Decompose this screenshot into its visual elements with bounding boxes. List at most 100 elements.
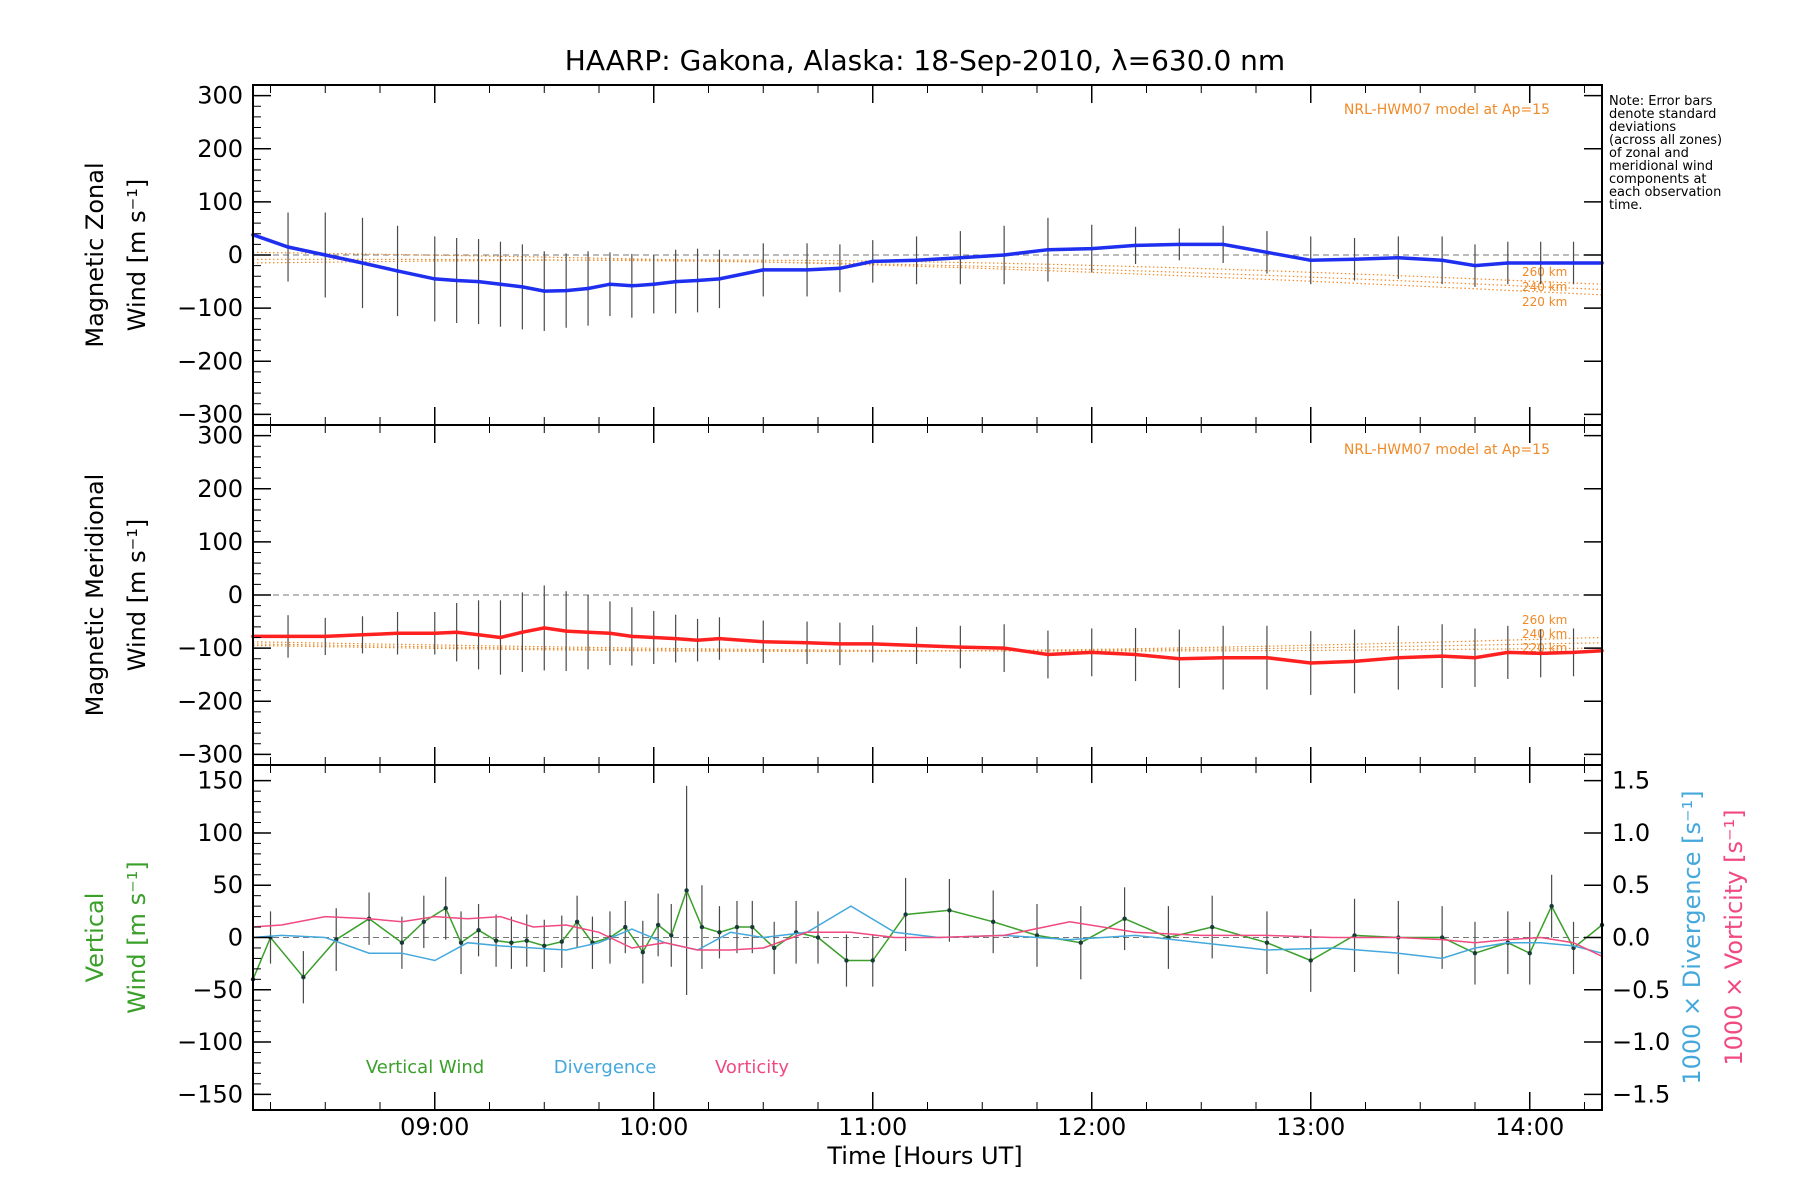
chart-title: HAARP: Gakona, Alaska: 18-Sep-2010, λ=63… [565,44,1285,77]
data-point [323,634,328,639]
data-point [1209,924,1215,930]
data-point [542,943,547,949]
model-altitude-label: 260 km [1522,265,1567,279]
data-point [1133,652,1138,657]
series-line [252,905,1603,962]
data-point [476,633,481,637]
series-line [252,233,1602,293]
data-point [903,912,908,917]
x-tick-label: 14:00 [1495,1113,1564,1141]
data-point [520,630,525,634]
data-point [498,282,503,287]
model-curve [252,251,1603,296]
data-point [914,258,919,263]
data-point [947,908,952,913]
x-tick-label: 12:00 [1057,1113,1126,1141]
data-point [1034,933,1040,938]
data-point [608,631,612,636]
data-point [399,940,405,945]
legend-entry: Vorticity [715,1057,789,1078]
model-curve [252,636,1603,652]
y-axis-label: Magnetic Zonal [81,162,109,347]
data-point [286,245,290,249]
data-point [1078,940,1083,945]
y-tick-label: 50 [212,871,243,899]
data-point [630,634,634,639]
y-axis-label: Magnetic Meridional [81,474,109,717]
right-tick-label: −1.0 [1612,1028,1670,1056]
data-point [1571,650,1576,655]
y-tick-label: 200 [197,475,243,503]
x-tick-label: 13:00 [1276,1113,1345,1141]
data-point [542,289,547,293]
y-tick-label: 300 [197,422,243,450]
data-point [509,940,514,945]
data-point [1571,261,1576,265]
data-point [1352,659,1357,664]
series-line [252,915,1603,957]
data-point [914,643,919,648]
data-point [608,282,612,287]
y-axis-label: Wind [m s⁻¹] [123,179,151,331]
right-tick-label: 0.0 [1612,924,1650,952]
note-line: denote standard [1609,107,1717,122]
model-curve [252,642,1603,652]
data-point [574,919,580,925]
data-point [476,927,481,933]
error-bar-note: Note: Error bars denote standard deviati… [1609,95,1794,212]
y-tick-label: 300 [197,82,243,110]
model-altitude-label: 220 km [1522,295,1567,309]
data-point [1440,258,1444,263]
data-point [1221,242,1225,247]
data-point [1506,261,1510,265]
data-point [805,641,809,645]
data-point [1473,655,1477,660]
note-line: deviations [1609,120,1677,135]
y-axis-label: Vertical [81,893,109,983]
right-tick-label: −1.5 [1612,1080,1670,1108]
data-point [1265,655,1269,660]
right-tick-label: 1.5 [1612,767,1650,795]
data-point [1538,261,1543,265]
data-point [651,635,656,640]
model-curve [253,258,1603,291]
y-tick-label: −100 [177,634,243,662]
data-point [699,924,705,930]
y-tick-label: −200 [177,687,243,715]
data-point [815,935,821,940]
data-point [1046,652,1050,657]
data-point [1265,250,1269,255]
data-point [1506,650,1510,655]
data-point [958,255,963,260]
data-point [750,924,755,930]
y-tick-label: 0 [228,581,243,609]
data-point [1089,246,1094,251]
note-line: of zonal and [1609,146,1689,161]
data-point [360,261,365,265]
data-point [1264,940,1270,945]
model-label: NRL-HWM07 model at Ap=15 [1344,442,1550,458]
data-point [655,922,661,928]
data-point [761,639,766,644]
data-point [458,940,464,945]
data-point [717,636,722,641]
data-point [1396,655,1401,660]
data-point [454,630,459,634]
data-point [498,635,503,640]
data-point [717,930,722,935]
data-point [1133,243,1138,248]
note-line: time. [1609,198,1643,213]
data-point [870,259,875,264]
data-point [838,266,842,271]
y-tick-label: −200 [177,347,243,375]
y-tick-label: 0 [228,924,243,952]
data-point [1177,242,1182,247]
y-tick-label: −50 [192,976,243,1004]
data-point [1308,258,1313,263]
legend-entry: Vertical Wind [366,1057,484,1078]
data-point [301,975,306,980]
data-point [844,958,849,963]
